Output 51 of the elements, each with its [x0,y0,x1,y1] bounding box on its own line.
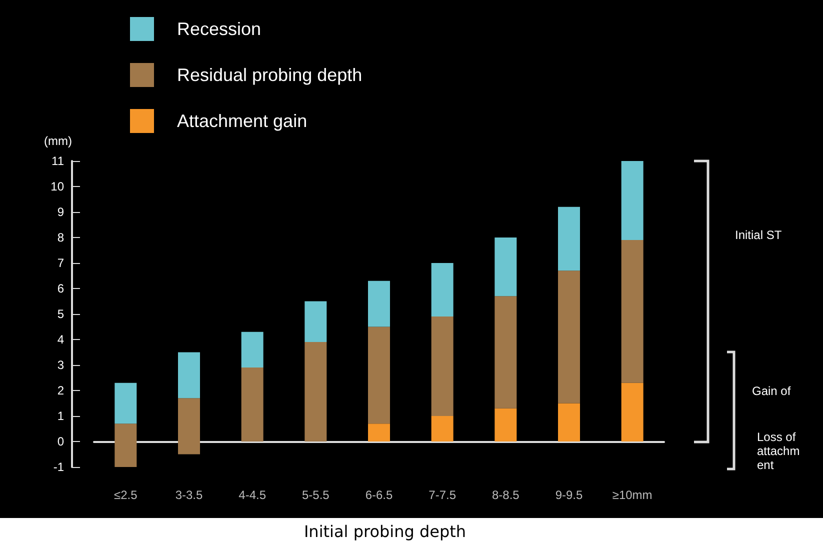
bar [621,382,644,442]
bar [431,416,454,442]
bar [558,270,580,404]
y-tick-label: 11 [52,154,64,168]
x-tick-label: 7-7.5 [428,488,456,502]
bar [494,408,517,442]
x-tick-label: 9-9.5 [555,488,583,502]
bar [368,280,390,327]
x-tick-label: 5-5.5 [302,488,330,502]
bar [431,316,454,416]
bar [368,424,390,442]
bar [494,238,517,296]
text: Loss of attachment [757,430,801,472]
y-tick-label: 9 [57,205,64,219]
y-tick-label: 3 [57,358,64,372]
y-tick-label: -1 [53,460,64,474]
y-tick-label: 8 [57,230,64,244]
bar [494,296,517,408]
x-tick-label: 6-6.5 [365,488,393,502]
bar [368,326,390,424]
x-tick-label: ≥10mm [612,488,652,502]
y-tick-label: 2 [57,384,64,398]
bar [114,382,137,424]
text: Initial ST [735,228,783,242]
bar [558,206,580,271]
bar [304,342,327,442]
bar [241,368,264,442]
y-tick-label: 5 [57,307,64,321]
y-tick-label: 7 [57,256,64,270]
y-tick-label: 6 [57,282,64,296]
bar [304,301,327,342]
x-tick-label: 4-4.5 [238,488,266,502]
y-axis-title: (mm) [44,134,72,148]
text: Gain of [752,384,792,398]
y-tick-label: 1 [57,409,64,423]
bar [431,263,454,317]
x-tick-label: 8-8.5 [492,488,520,502]
bar [178,352,200,398]
x-tick-label: ≤2.5 [114,488,138,502]
bar [241,332,264,368]
x-tick-label: 3-3.5 [175,488,203,502]
bar [621,240,644,383]
legend-label: Attachment gain [177,111,308,131]
legend-label: Recession [177,19,262,39]
y-tick-label: 4 [57,332,64,346]
y-tick-label: 0 [57,434,64,448]
legend-label: Residual probing depth [177,65,362,85]
bar [621,161,644,240]
x-axis-title: Initial probing depth [302,522,468,541]
y-tick-label: 10 [50,180,64,194]
bar [558,403,580,442]
